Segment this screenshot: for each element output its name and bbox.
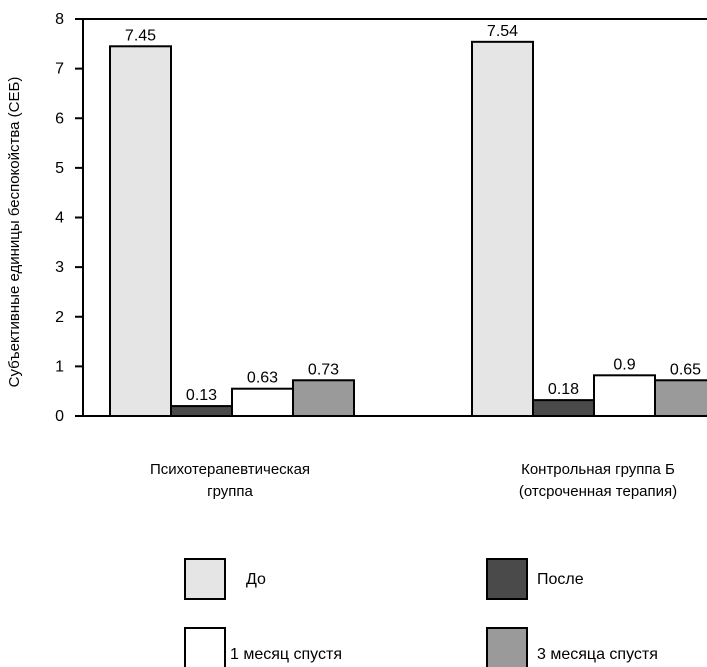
y-tick-label: 3 — [55, 259, 64, 276]
legend-label: 3 месяца спустя — [537, 646, 658, 663]
y-tick-label: 7 — [55, 61, 64, 78]
category-label: (отсроченная терапия) — [519, 483, 677, 500]
legend-swatch — [486, 558, 528, 600]
legend-label: 1 месяц спустя — [230, 646, 342, 663]
bar — [109, 45, 172, 417]
bar-value-label: 7.54 — [487, 23, 518, 40]
bar — [593, 374, 656, 417]
y-tick-label: 8 — [55, 11, 64, 28]
y-tick-label: 0 — [55, 408, 64, 425]
category-label: Контрольная группа Б — [521, 461, 675, 478]
category-label: группа — [207, 483, 253, 500]
bar-value-label: 0.18 — [548, 381, 579, 398]
y-tick-label: 2 — [55, 309, 64, 326]
bar-value-label: 0.63 — [247, 370, 278, 387]
bar-value-labels: 7.45 7.54 0.13 0.18 0.63 0.9 0.73 0.65 — [125, 23, 701, 404]
bar-value-label: 0.65 — [670, 361, 701, 378]
bar — [532, 399, 595, 417]
bar-value-label: 0.13 — [186, 387, 217, 404]
legend-swatch — [486, 627, 528, 667]
y-axis-label: Субъективные единицы беспокойства (СЕБ) — [6, 77, 23, 388]
bar — [654, 379, 707, 417]
legend-label: После — [537, 571, 584, 588]
legend-label: До — [246, 571, 266, 588]
y-tick-label: 1 — [55, 358, 64, 375]
y-tick-label: 5 — [55, 160, 64, 177]
category-labels: Психотерапевтическая группа Контрольная гр… — [150, 461, 677, 500]
bar-value-label: 0.73 — [308, 361, 339, 378]
legend: До После 1 месяц спустя 3 месяца спустя — [184, 558, 658, 667]
legend-swatch — [184, 627, 226, 667]
bars — [109, 40, 707, 418]
bar — [292, 379, 355, 417]
legend-swatch — [184, 558, 226, 600]
category-label: Психотерапевтическая — [150, 461, 310, 478]
bar — [471, 40, 534, 417]
bar-value-label: 7.45 — [125, 27, 156, 44]
y-tick-label: 4 — [55, 210, 64, 227]
bar — [231, 387, 294, 417]
bar-value-label: 0.9 — [613, 356, 635, 373]
y-tick-label: 6 — [55, 110, 64, 127]
bar — [170, 405, 233, 418]
